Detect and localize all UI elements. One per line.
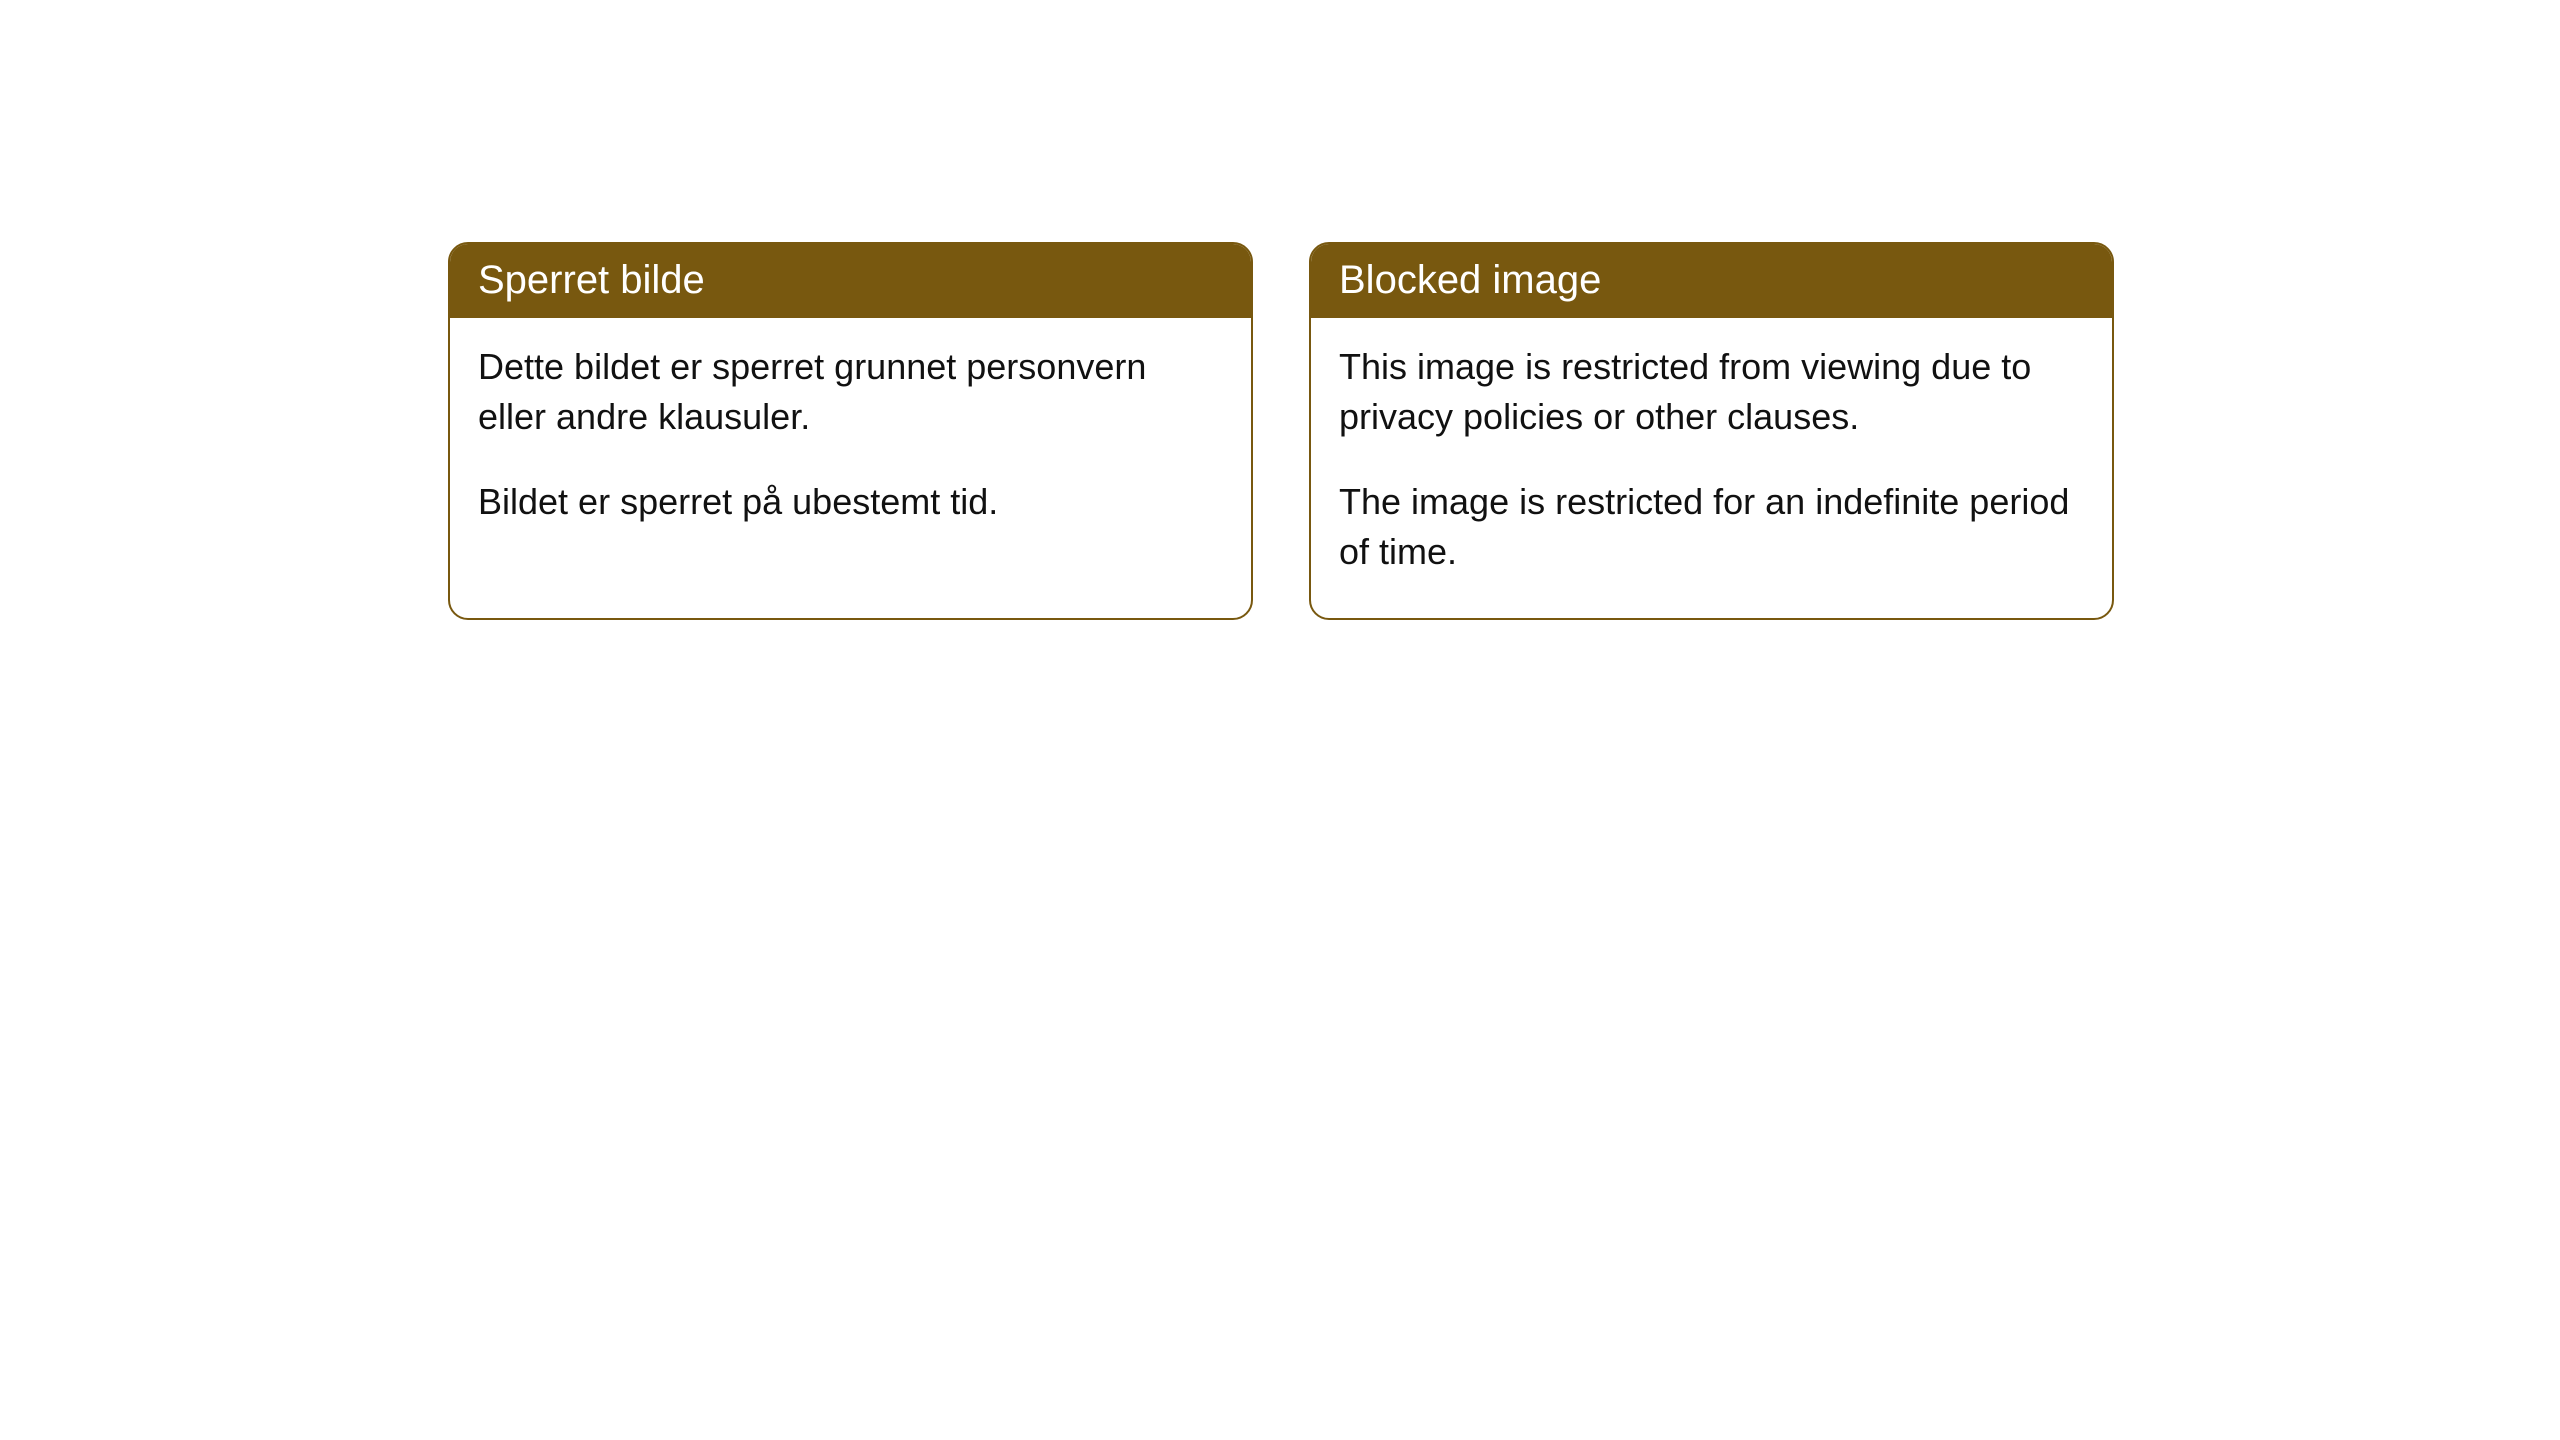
card-text-line-1: Dette bildet er sperret grunnet personve… <box>478 342 1223 443</box>
card-text-line-2: The image is restricted for an indefinit… <box>1339 477 2084 578</box>
card-text-line-2: Bildet er sperret på ubestemt tid. <box>478 477 1223 527</box>
card-body: Dette bildet er sperret grunnet personve… <box>450 318 1251 567</box>
card-body: This image is restricted from viewing du… <box>1311 318 2112 618</box>
card-header: Blocked image <box>1311 244 2112 318</box>
card-text-line-1: This image is restricted from viewing du… <box>1339 342 2084 443</box>
notice-card-norwegian: Sperret bilde Dette bildet er sperret gr… <box>448 242 1253 620</box>
card-header: Sperret bilde <box>450 244 1251 318</box>
notice-card-english: Blocked image This image is restricted f… <box>1309 242 2114 620</box>
notice-container: Sperret bilde Dette bildet er sperret gr… <box>0 0 2560 620</box>
